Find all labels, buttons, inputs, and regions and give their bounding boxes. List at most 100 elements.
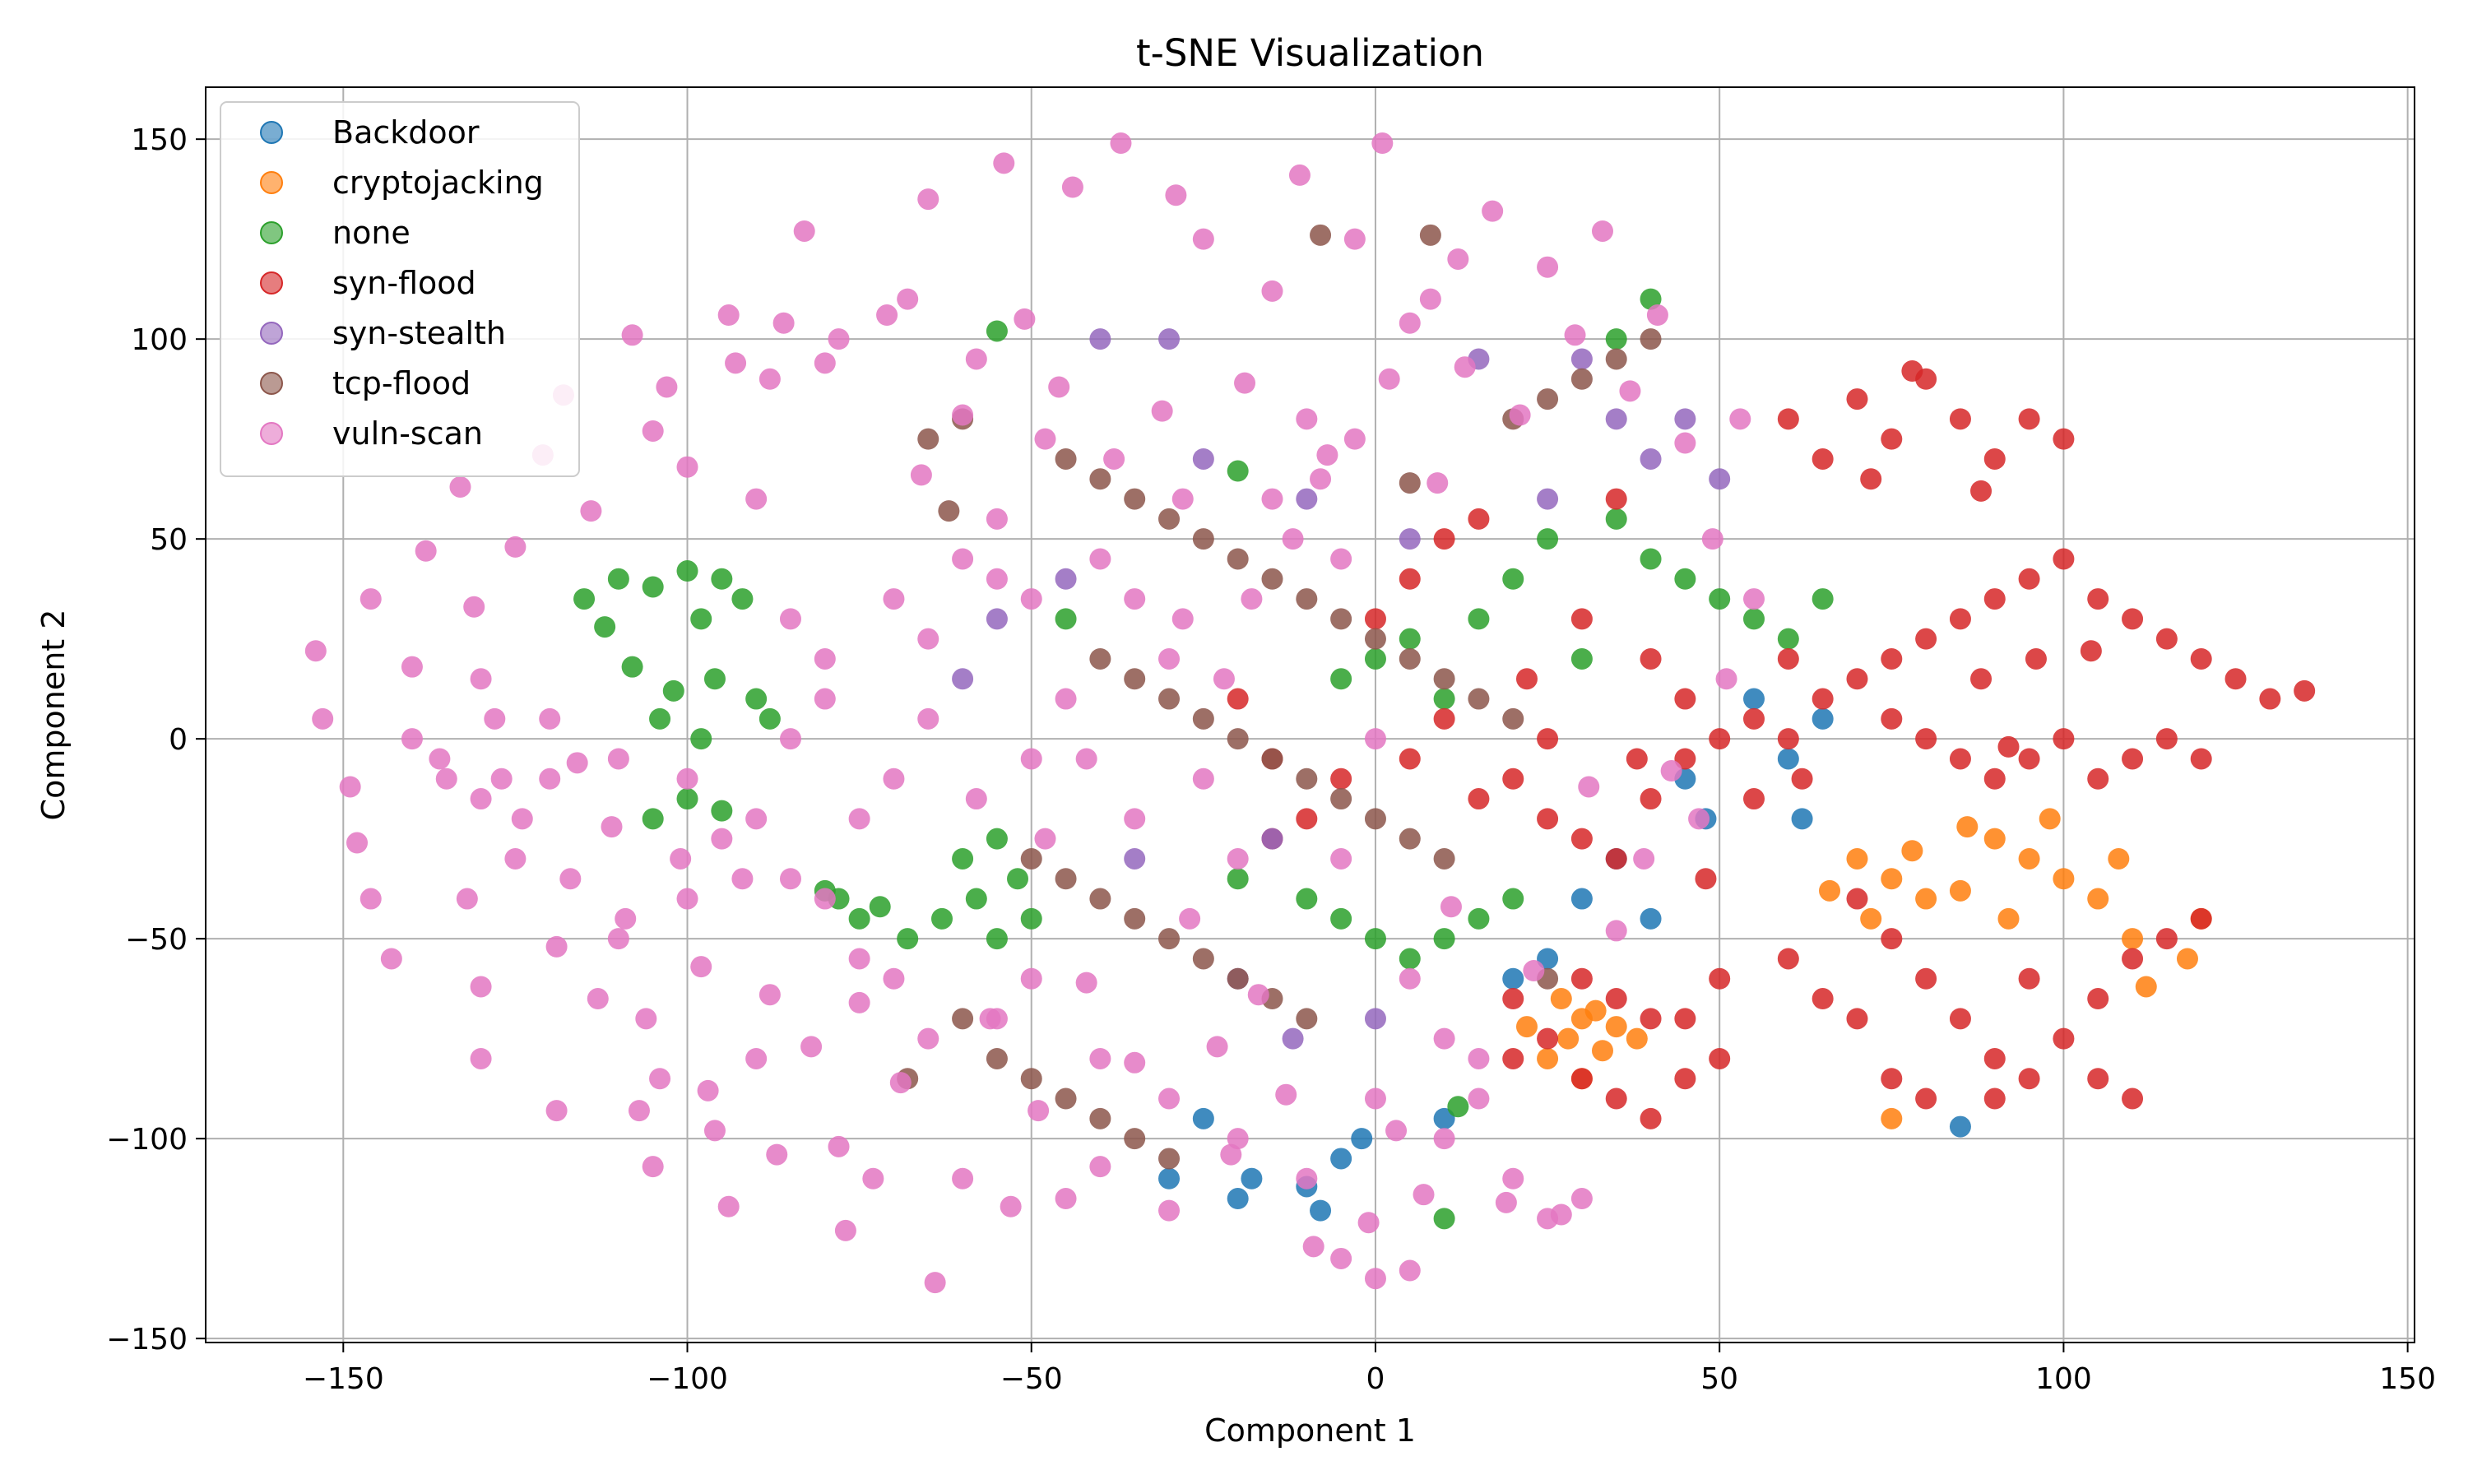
data-point — [952, 1167, 974, 1190]
data-point — [1591, 220, 1613, 242]
data-point — [793, 220, 815, 242]
data-point — [1055, 1188, 1077, 1210]
data-point — [1468, 508, 1490, 530]
data-point — [1515, 1016, 1538, 1038]
data-point — [1399, 748, 1421, 770]
data-point — [511, 808, 533, 830]
data-point — [1433, 528, 1455, 550]
data-point — [2018, 967, 2040, 990]
data-point — [1860, 468, 1882, 490]
data-point — [1881, 1107, 1903, 1129]
data-point — [1570, 348, 1593, 370]
data-point — [1949, 1115, 1971, 1138]
data-point — [1165, 184, 1187, 206]
data-point — [1695, 868, 1717, 890]
data-point — [2025, 647, 2047, 670]
data-point — [1055, 448, 1077, 470]
data-point — [1502, 988, 1524, 1010]
data-point — [828, 328, 850, 350]
data-point — [1640, 448, 1662, 470]
data-point — [1949, 879, 1971, 902]
data-point — [1709, 728, 1731, 750]
data-point — [539, 768, 561, 790]
data-point — [1061, 176, 1083, 198]
data-point — [1227, 868, 1249, 890]
data-point — [559, 868, 582, 890]
data-point — [1158, 1199, 1181, 1222]
data-point — [470, 976, 492, 998]
data-point — [607, 568, 629, 590]
data-point — [635, 1008, 657, 1030]
data-point — [1055, 608, 1077, 630]
data-point — [1502, 707, 1524, 730]
data-point — [1330, 608, 1352, 630]
data-point — [1282, 528, 1304, 550]
data-point — [1371, 132, 1394, 155]
data-point — [607, 748, 629, 770]
data-point — [1310, 224, 1332, 246]
x-tick-label: 0 — [1366, 1362, 1385, 1396]
data-point — [1812, 588, 1834, 610]
data-point — [1296, 888, 1318, 910]
data-point — [615, 907, 637, 930]
data-point — [2108, 847, 2130, 870]
data-point — [2053, 728, 2075, 750]
legend-marker — [260, 271, 283, 294]
data-point — [848, 991, 870, 1013]
data-point — [1330, 668, 1352, 690]
data-point — [1660, 760, 1682, 782]
data-point — [676, 768, 698, 790]
data-point — [1241, 588, 1263, 610]
data-point — [745, 1047, 768, 1069]
data-point — [986, 1008, 1008, 1030]
data-point — [876, 304, 898, 327]
legend-label: syn-stealth — [332, 315, 506, 351]
data-point — [1020, 1068, 1042, 1090]
data-point — [1743, 588, 1765, 610]
data-point — [1570, 967, 1593, 990]
data-point — [814, 647, 836, 670]
data-point — [814, 888, 836, 910]
data-point — [346, 832, 369, 854]
data-point — [1192, 707, 1214, 730]
data-point — [642, 808, 664, 830]
data-point — [1812, 448, 1834, 470]
data-point — [1640, 288, 1662, 310]
data-point — [1570, 828, 1593, 850]
data-point — [1234, 372, 1256, 394]
data-point — [938, 500, 960, 522]
data-point — [1330, 768, 1352, 790]
data-point — [573, 588, 596, 610]
data-point — [1089, 548, 1111, 570]
data-point — [1220, 1143, 1242, 1166]
data-point — [1983, 1087, 2006, 1110]
data-point — [1674, 1008, 1696, 1030]
data-point — [1413, 1184, 1435, 1206]
data-point — [745, 688, 768, 710]
data-point — [1949, 608, 1971, 630]
data-point — [2176, 948, 2198, 970]
data-point — [2122, 608, 2144, 630]
data-point — [917, 1027, 939, 1050]
data-point — [2018, 748, 2040, 770]
data-point — [1915, 888, 1937, 910]
data-point — [1089, 1156, 1111, 1178]
data-point — [1646, 304, 1668, 327]
data-point — [1605, 328, 1627, 350]
legend-marker — [260, 322, 283, 345]
data-point — [1640, 1008, 1662, 1030]
data-point — [2122, 1087, 2144, 1110]
data-point — [1570, 368, 1593, 390]
series-vuln-scan — [304, 132, 1765, 1294]
data-point — [1296, 808, 1318, 830]
data-point — [649, 707, 671, 730]
data-point — [1709, 468, 1731, 490]
data-point — [1316, 444, 1338, 466]
data-point — [1020, 588, 1042, 610]
data-point — [1674, 1068, 1696, 1090]
data-point — [1227, 967, 1249, 990]
data-point — [889, 1072, 912, 1094]
legend-label: Backdoor — [332, 114, 480, 151]
data-point — [670, 847, 692, 870]
x-tick-label: 100 — [2035, 1362, 2092, 1396]
